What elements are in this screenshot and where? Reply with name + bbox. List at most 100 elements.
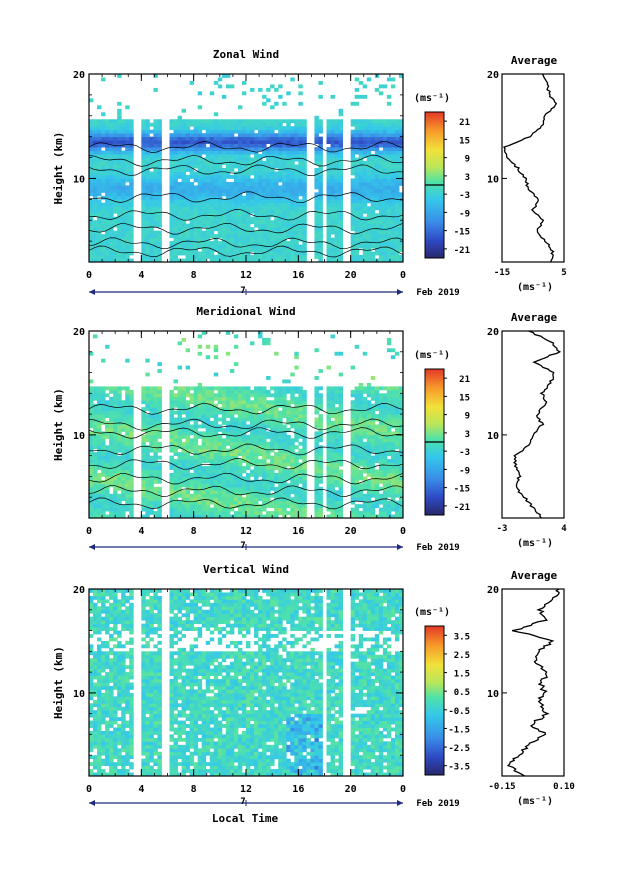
heatmap-cell bbox=[366, 168, 372, 172]
heatmap-cell bbox=[366, 181, 372, 186]
heatmap-cell bbox=[185, 150, 191, 155]
heatmap-cell bbox=[270, 199, 275, 204]
heatmap-cell bbox=[221, 511, 227, 515]
heatmap-cell bbox=[117, 438, 122, 443]
heatmap-cell bbox=[338, 431, 344, 436]
heatmap-cell bbox=[205, 216, 211, 221]
heatmap-cell bbox=[129, 119, 134, 124]
heatmap-cell bbox=[390, 143, 396, 148]
heatmap-cell bbox=[390, 248, 396, 252]
heatmap-cell bbox=[250, 129, 255, 134]
heatmap-cell bbox=[93, 472, 98, 477]
heatmap-cell bbox=[173, 241, 178, 245]
heatmap-cell bbox=[89, 199, 94, 204]
heatmap-cell bbox=[241, 434, 247, 439]
heatmap-cell bbox=[302, 220, 307, 225]
heatmap-cell bbox=[189, 445, 195, 450]
heatmap-cell bbox=[197, 514, 203, 519]
heatmap-cell bbox=[350, 157, 356, 162]
heatmap-cell bbox=[117, 188, 122, 193]
heatmap-cell bbox=[314, 500, 319, 505]
heatmap-cell bbox=[197, 237, 203, 242]
heatmap-cell bbox=[129, 181, 134, 186]
heatmap-cell bbox=[193, 202, 199, 207]
heatmap-cell bbox=[350, 202, 356, 207]
heatmap-cell bbox=[241, 157, 247, 162]
heatmap-cell bbox=[117, 504, 122, 509]
heatmap-cell bbox=[246, 143, 251, 148]
heatmap-cell bbox=[109, 202, 114, 207]
heatmap-cell bbox=[266, 168, 271, 172]
heatmap-cell bbox=[318, 393, 323, 398]
heatmap-cell bbox=[233, 147, 239, 151]
heatmap-cell bbox=[278, 188, 283, 193]
heatmap-cell bbox=[282, 514, 287, 519]
heatmap-cell bbox=[266, 248, 271, 252]
heatmap-cell bbox=[330, 431, 335, 436]
heatmap-cell bbox=[225, 185, 231, 190]
heatmap-cell bbox=[93, 255, 98, 259]
heatmap-cell bbox=[370, 237, 376, 242]
heatmap-cell bbox=[330, 493, 335, 498]
heatmap-cell bbox=[89, 455, 94, 460]
heatmap-cell bbox=[193, 466, 199, 470]
heatmap-cell bbox=[189, 507, 195, 512]
heatmap-cell bbox=[145, 216, 150, 221]
heatmap-cell bbox=[270, 251, 275, 256]
heatmap-cell bbox=[149, 157, 154, 162]
heatmap-cell bbox=[105, 174, 110, 179]
heatmap-cell bbox=[233, 209, 239, 214]
heatmap-cell bbox=[286, 445, 291, 450]
heatmap-cell bbox=[217, 241, 223, 245]
heatmap-cell bbox=[350, 199, 356, 204]
heatmap-cell bbox=[225, 154, 231, 158]
heatmap-cell bbox=[157, 511, 162, 515]
heatmap-cell bbox=[262, 129, 267, 134]
heatmap-cell bbox=[89, 493, 94, 498]
heatmap-cell bbox=[153, 251, 158, 256]
heatmap-cell bbox=[109, 441, 114, 446]
heatmap-cell bbox=[314, 410, 319, 415]
heatmap-cell bbox=[209, 178, 215, 183]
heatmap-cell bbox=[298, 400, 303, 405]
heatmap-cell bbox=[354, 129, 360, 134]
heatmap-cell bbox=[258, 490, 263, 495]
heatmap-cell bbox=[274, 181, 279, 186]
heatmap-cell bbox=[109, 462, 114, 467]
heatmap-cell bbox=[262, 507, 267, 512]
heatmap-cell bbox=[213, 178, 219, 183]
heatmap-cell bbox=[302, 500, 307, 505]
heatmap-cell bbox=[274, 407, 279, 412]
heatmap-cell bbox=[93, 396, 98, 401]
heatmap-cell bbox=[241, 445, 247, 450]
heatmap-cell bbox=[201, 192, 207, 197]
heatmap-cell bbox=[398, 171, 404, 176]
heatmap-cell bbox=[258, 161, 263, 165]
heatmap-cell bbox=[330, 500, 335, 505]
heatmap-cell bbox=[246, 150, 251, 155]
heatmap-cell bbox=[89, 157, 94, 162]
heatmap-cell bbox=[225, 140, 231, 145]
heatmap-cell bbox=[121, 466, 126, 470]
heatmap-cell bbox=[141, 486, 146, 491]
heatmap-cell bbox=[350, 154, 356, 158]
heatmap-cell bbox=[193, 476, 199, 481]
heatmap-cell bbox=[113, 161, 118, 165]
heatmap-cell bbox=[334, 147, 339, 151]
heatmap-cell bbox=[270, 455, 275, 460]
heatmap-cell bbox=[258, 199, 263, 204]
heatmap-cell bbox=[274, 157, 279, 162]
heatmap-cell bbox=[274, 154, 279, 158]
heatmap-cell bbox=[193, 500, 199, 505]
heatmap-cell bbox=[105, 421, 110, 425]
heatmap-cell bbox=[314, 486, 319, 491]
heatmap-cell bbox=[378, 161, 384, 165]
heatmap-cell bbox=[338, 223, 344, 228]
heatmap-cell bbox=[258, 417, 263, 422]
heatmap-cell bbox=[262, 500, 267, 505]
heatmap-cell bbox=[241, 393, 247, 398]
heatmap-cell bbox=[237, 223, 243, 228]
heatmap-cell bbox=[169, 126, 174, 131]
heatmap-cell bbox=[290, 441, 295, 446]
heatmap-cell bbox=[233, 154, 239, 158]
